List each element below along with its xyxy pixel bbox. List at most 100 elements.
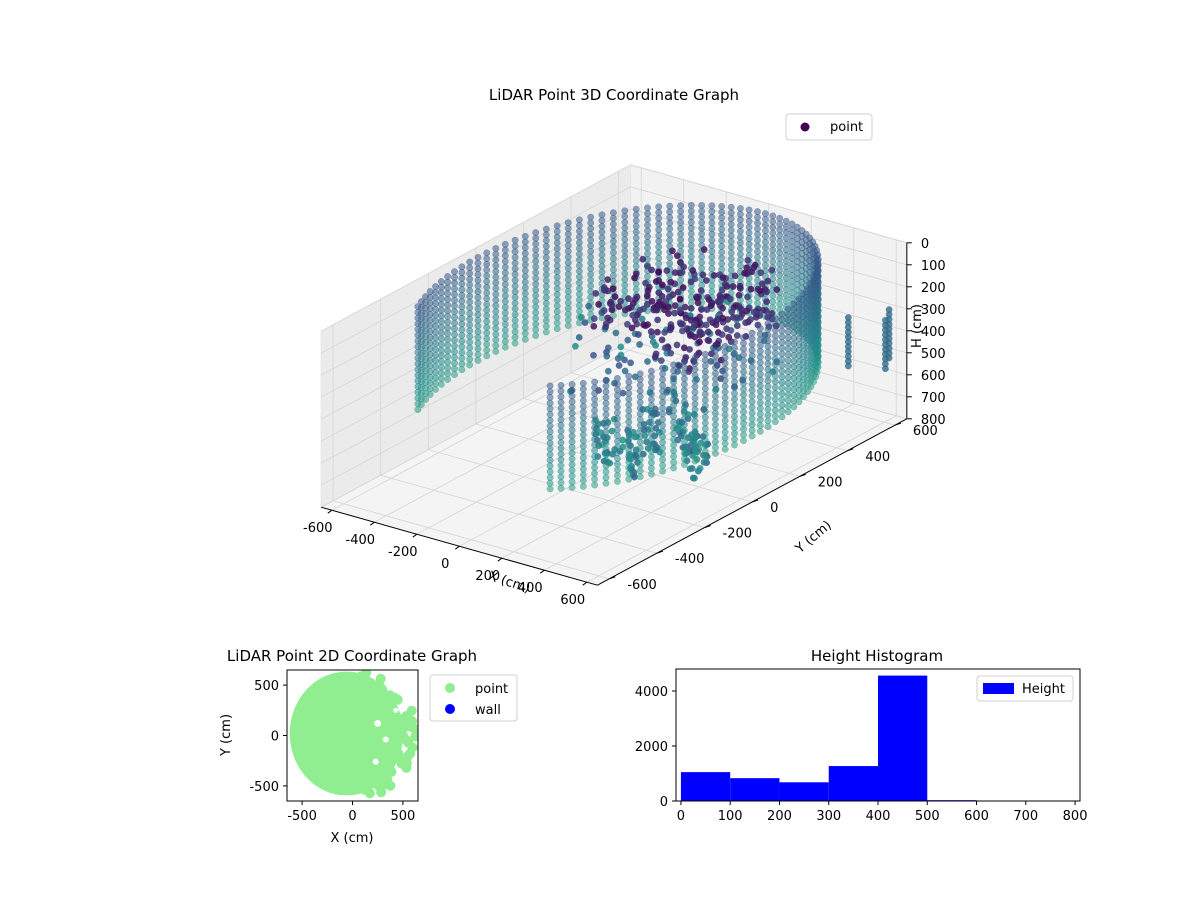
point-marker (600, 286, 608, 294)
y-tick-mark (799, 473, 806, 477)
point-marker (764, 331, 772, 339)
point-marker (579, 391, 587, 399)
point-marker (621, 235, 629, 243)
histogram-bar (680, 772, 731, 801)
point-marker (771, 383, 779, 391)
point-marker (655, 203, 663, 211)
point-marker (711, 386, 719, 394)
point-marker (621, 213, 629, 220)
point-marker (625, 452, 633, 460)
point-marker (602, 416, 610, 424)
empty-region (372, 758, 379, 765)
point-marker (546, 416, 554, 424)
point-marker (632, 211, 640, 219)
point-marker (704, 328, 712, 336)
point-marker (492, 250, 500, 258)
point-marker (776, 272, 784, 279)
point-marker (778, 344, 786, 352)
point-marker (466, 304, 474, 312)
point-marker (474, 276, 482, 284)
point-marker (655, 260, 663, 268)
point-marker (557, 427, 565, 435)
point-marker (748, 363, 756, 371)
point-marker (521, 232, 529, 240)
point-marker (579, 477, 587, 485)
point-marker (769, 241, 777, 248)
point-marker (758, 280, 766, 288)
point-marker (598, 257, 606, 265)
point-marker (451, 365, 458, 373)
point-marker (602, 428, 610, 436)
point-marker (568, 449, 576, 457)
point-marker (521, 255, 529, 263)
point-marker (521, 295, 529, 303)
point-marker (701, 430, 709, 438)
point-marker (568, 472, 576, 480)
point-marker (564, 264, 572, 272)
point-marker (474, 328, 482, 336)
point-marker (748, 381, 756, 388)
point-marker (670, 453, 678, 460)
point-marker (501, 326, 509, 334)
point-marker (553, 268, 561, 275)
point-marker (701, 373, 709, 381)
point-marker (598, 222, 606, 230)
point-marker (579, 431, 587, 439)
point-marker (501, 280, 509, 288)
point-marker (691, 440, 699, 448)
point-marker (444, 353, 452, 361)
point-marker (687, 253, 695, 261)
point-marker (591, 452, 599, 460)
point-marker (699, 271, 707, 279)
point-marker (386, 766, 397, 777)
point-marker (727, 238, 735, 246)
point-marker (546, 462, 554, 470)
histogram-bar (878, 675, 928, 801)
point-marker (733, 322, 741, 330)
point-marker (607, 298, 615, 306)
point-marker (557, 479, 565, 487)
point-marker (742, 319, 750, 327)
point-marker (711, 352, 719, 360)
point-marker (578, 313, 585, 321)
point-marker (581, 319, 589, 327)
point-marker (727, 215, 735, 223)
point-marker (711, 404, 719, 412)
point-marker (501, 263, 509, 271)
point-marker (483, 272, 491, 280)
point-marker (602, 445, 610, 453)
histogram-bar (779, 782, 829, 801)
chart-3d-points (414, 201, 893, 493)
point-marker (492, 279, 500, 287)
chart-3d-title: LiDAR Point 3D Coordinate Graph (489, 86, 739, 104)
point-marker (689, 267, 697, 274)
point-marker (731, 395, 738, 403)
point-marker (602, 388, 610, 396)
point-marker (501, 303, 509, 311)
chart-3d-legend-marker (800, 122, 810, 132)
point-marker (575, 285, 583, 292)
point-marker (437, 312, 445, 320)
point-marker (718, 220, 726, 227)
point-marker (711, 346, 719, 354)
point-marker (756, 342, 764, 350)
point-marker (521, 290, 529, 297)
point-marker (663, 267, 671, 275)
point-marker (680, 444, 688, 451)
point-marker (542, 294, 550, 302)
chart-2d-title: LiDAR Point 2D Coordinate Graph (227, 647, 477, 665)
point-marker (664, 285, 672, 293)
z-tick-label: 100 (921, 259, 946, 274)
point-marker (719, 274, 727, 282)
point-marker (756, 393, 764, 401)
point-marker (666, 225, 674, 233)
point-marker (553, 279, 561, 287)
point-marker (636, 410, 644, 418)
point-marker (501, 343, 509, 351)
point-marker (790, 391, 798, 399)
point-marker (568, 381, 576, 388)
point-marker (564, 253, 572, 261)
point-marker (492, 325, 500, 333)
point-marker (602, 462, 610, 470)
point-marker (756, 347, 764, 355)
